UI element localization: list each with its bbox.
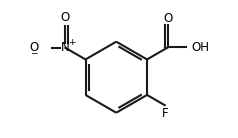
Text: O: O xyxy=(164,12,173,25)
Text: +: + xyxy=(68,38,75,47)
Text: O: O xyxy=(61,11,70,24)
Text: OH: OH xyxy=(192,41,209,54)
Text: F: F xyxy=(162,107,169,120)
Text: −: − xyxy=(30,48,37,57)
Text: N: N xyxy=(61,41,70,54)
Text: O: O xyxy=(30,41,39,54)
